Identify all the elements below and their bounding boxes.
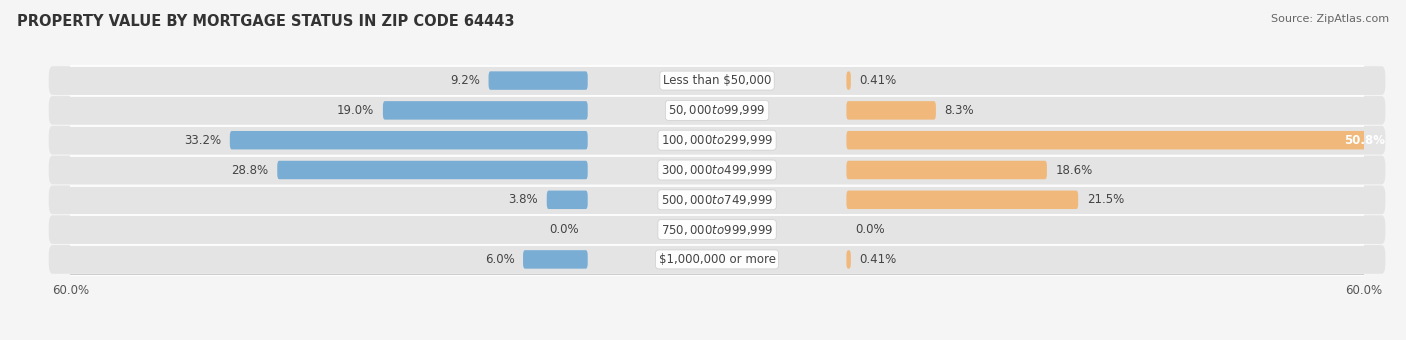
Text: 19.0%: 19.0%	[337, 104, 374, 117]
Text: 8.3%: 8.3%	[945, 104, 974, 117]
FancyBboxPatch shape	[382, 101, 588, 120]
Text: $1,000,000 or more: $1,000,000 or more	[658, 253, 776, 266]
Text: 33.2%: 33.2%	[184, 134, 221, 147]
Text: 6.0%: 6.0%	[485, 253, 515, 266]
FancyBboxPatch shape	[523, 250, 588, 269]
Text: Less than $50,000: Less than $50,000	[662, 74, 772, 87]
FancyBboxPatch shape	[846, 250, 851, 269]
Text: 50.8%: 50.8%	[1344, 134, 1385, 147]
FancyBboxPatch shape	[846, 190, 1078, 209]
FancyBboxPatch shape	[49, 66, 1385, 95]
Text: Source: ZipAtlas.com: Source: ZipAtlas.com	[1271, 14, 1389, 23]
Text: 0.41%: 0.41%	[859, 74, 897, 87]
FancyBboxPatch shape	[846, 71, 851, 90]
FancyBboxPatch shape	[49, 186, 1385, 214]
Text: 18.6%: 18.6%	[1056, 164, 1092, 176]
FancyBboxPatch shape	[547, 190, 588, 209]
FancyBboxPatch shape	[229, 131, 588, 150]
FancyBboxPatch shape	[49, 126, 1385, 154]
Text: 9.2%: 9.2%	[450, 74, 479, 87]
FancyBboxPatch shape	[49, 96, 1385, 125]
Text: 21.5%: 21.5%	[1087, 193, 1123, 206]
Text: $500,000 to $749,999: $500,000 to $749,999	[661, 193, 773, 207]
Text: 0.0%: 0.0%	[550, 223, 579, 236]
Text: $100,000 to $299,999: $100,000 to $299,999	[661, 133, 773, 147]
Text: 28.8%: 28.8%	[232, 164, 269, 176]
FancyBboxPatch shape	[846, 161, 1047, 179]
FancyBboxPatch shape	[49, 156, 1385, 184]
FancyBboxPatch shape	[488, 71, 588, 90]
Text: $50,000 to $99,999: $50,000 to $99,999	[668, 103, 766, 117]
Text: $300,000 to $499,999: $300,000 to $499,999	[661, 163, 773, 177]
Text: 0.0%: 0.0%	[855, 223, 884, 236]
Text: PROPERTY VALUE BY MORTGAGE STATUS IN ZIP CODE 64443: PROPERTY VALUE BY MORTGAGE STATUS IN ZIP…	[17, 14, 515, 29]
FancyBboxPatch shape	[846, 101, 936, 120]
FancyBboxPatch shape	[277, 161, 588, 179]
Text: 3.8%: 3.8%	[509, 193, 538, 206]
FancyBboxPatch shape	[846, 131, 1393, 150]
Text: 0.41%: 0.41%	[859, 253, 897, 266]
Text: $750,000 to $999,999: $750,000 to $999,999	[661, 223, 773, 237]
FancyBboxPatch shape	[49, 215, 1385, 244]
FancyBboxPatch shape	[49, 245, 1385, 274]
